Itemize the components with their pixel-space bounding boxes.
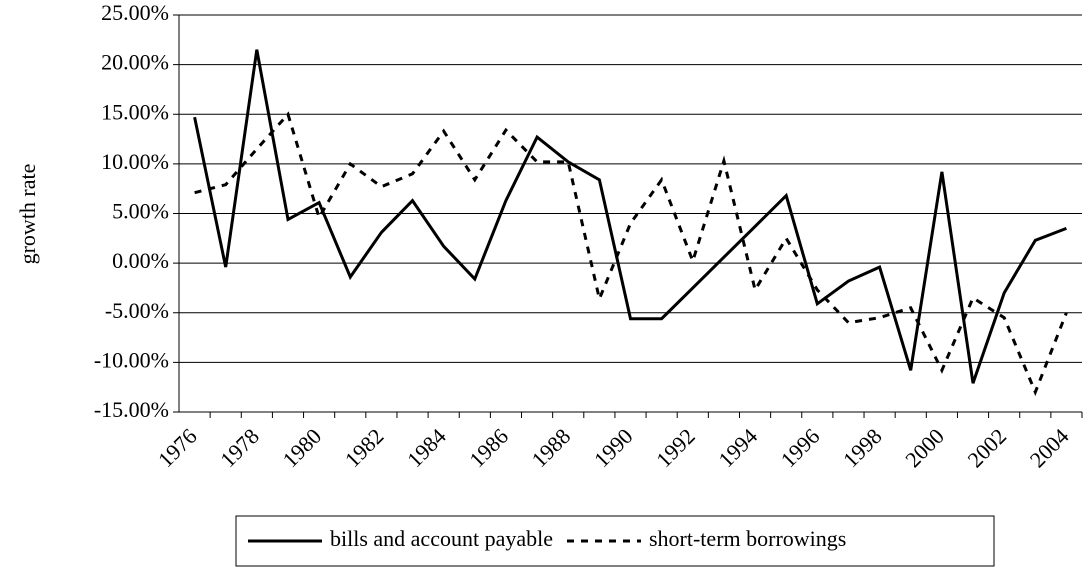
x-tick-label: 2002 (962, 423, 1011, 472)
x-tick-label: 1992 (651, 423, 700, 472)
x-tick-label: 1980 (277, 423, 326, 472)
x-tick-label: 1978 (215, 423, 264, 472)
y-tick-label: -5.00% (105, 298, 169, 323)
legend-label: short-term borrowings (649, 526, 846, 551)
x-tick-label: 1984 (402, 423, 451, 472)
x-tick-label: 1994 (713, 423, 762, 472)
y-tick-label: 25.00% (101, 0, 169, 25)
y-tick-label: 15.00% (101, 99, 169, 124)
y-tick-label: 10.00% (101, 149, 169, 174)
x-tick-label: 1996 (776, 423, 825, 472)
x-tick-label: 1986 (464, 423, 513, 472)
x-tick-label: 2000 (900, 423, 949, 472)
x-tick-label: 1982 (340, 423, 389, 472)
y-tick-label: -15.00% (94, 397, 169, 422)
y-axis-label: growth rate (15, 164, 40, 265)
x-tick-label: 1988 (527, 423, 576, 472)
y-tick-label: 0.00% (112, 248, 169, 273)
x-tick-label: 1976 (153, 423, 202, 472)
x-tick-label: 1998 (838, 423, 887, 472)
series-line (193, 49, 1067, 384)
y-tick-label: 20.00% (101, 50, 169, 75)
legend-label: bills and account payable (330, 526, 553, 551)
x-tick-label: 2004 (1025, 423, 1074, 472)
series-line (194, 111, 1068, 397)
y-tick-label: -10.00% (94, 347, 169, 372)
y-tick-label: 5.00% (112, 199, 169, 224)
x-tick-label: 1990 (589, 423, 638, 472)
